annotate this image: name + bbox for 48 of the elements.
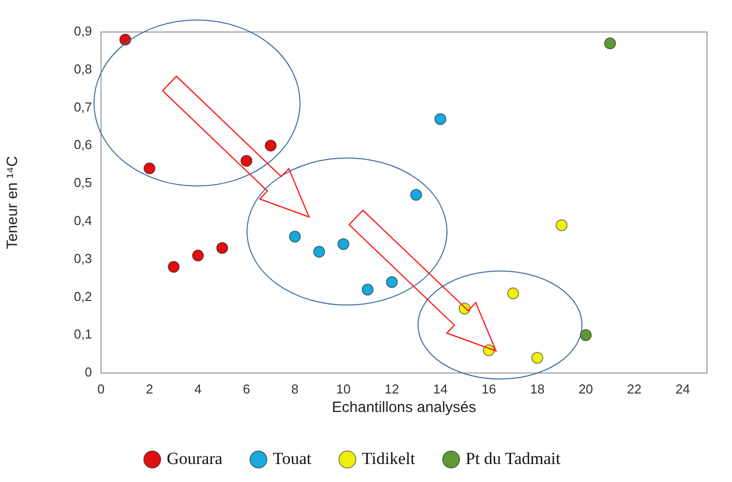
point: [410, 188, 422, 201]
x-tick-label: 2: [146, 381, 154, 396]
point: [580, 329, 592, 342]
x-tick-label: 10: [336, 381, 351, 396]
point: [531, 352, 544, 364]
y-tick-label: 0,7: [74, 99, 92, 114]
point: [143, 162, 156, 174]
point: [337, 238, 350, 250]
point: [119, 34, 132, 46]
x-tick-label: 0: [97, 381, 105, 396]
y-axis-title: Teneur en ¹⁴C: [4, 156, 22, 250]
point: [240, 154, 252, 167]
y-tick-label: 0,8: [74, 61, 92, 76]
y-tick-label: 0,6: [74, 137, 92, 152]
x-tick-label: 22: [627, 381, 642, 396]
x-tick-label: 8: [291, 381, 299, 396]
x-tick-label: 18: [530, 381, 545, 396]
point: [264, 140, 277, 152]
y-tick-label: 0,3: [74, 250, 92, 266]
x-tick-label: 4: [194, 381, 202, 396]
y-tick-label: 0: [84, 364, 92, 380]
y-tick-label: 0,5: [74, 175, 92, 190]
x-tick-label: 14: [433, 381, 448, 396]
x-axis-title: Echantillons analysés: [332, 399, 476, 416]
y-tick-label: 0,4: [74, 213, 92, 228]
legend-label: Gourara: [166, 448, 223, 468]
x-tick-label: 6: [242, 381, 250, 396]
point: [556, 219, 568, 232]
point: [604, 37, 616, 50]
y-tick-label: 0,2: [74, 288, 92, 304]
point: [168, 260, 180, 273]
y-tick-label: 0,9: [74, 24, 92, 39]
x-tick-label: 24: [676, 381, 690, 396]
y-tick-label: 0,1: [74, 326, 92, 342]
legend-label: Tidikelt: [362, 448, 416, 468]
point: [386, 276, 398, 288]
point: [313, 246, 326, 258]
point: [288, 230, 301, 243]
point: [216, 242, 228, 254]
point: [507, 287, 520, 300]
point: [362, 284, 374, 296]
x-tick-label: 16: [482, 381, 496, 396]
point: [192, 250, 204, 262]
point: [434, 113, 446, 126]
x-tick-label: 20: [578, 381, 594, 396]
x-tick-label: 12: [384, 381, 400, 396]
legend-label: Touat: [272, 448, 312, 468]
legend-label: Pt du Tadmait: [466, 448, 561, 468]
